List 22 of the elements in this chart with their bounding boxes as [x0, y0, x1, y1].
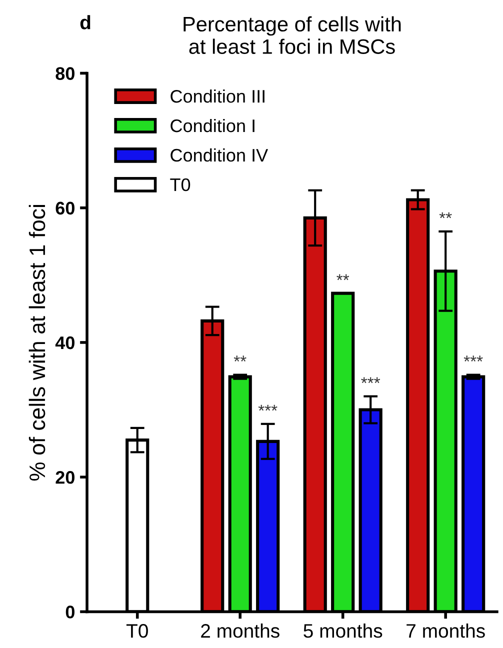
legend-label: Condition IV [170, 148, 268, 162]
legend-label: T0 [170, 178, 190, 192]
x-tick-label: 5 months [304, 624, 382, 638]
data-label: *** [361, 377, 380, 384]
y-tick-label: 0 [66, 606, 74, 618]
y-tick-label: 20 [56, 471, 74, 484]
y-tick-label: 80 [56, 67, 74, 80]
legend-label: Condition I [170, 118, 254, 132]
text: d [80, 15, 90, 30]
data-label: ** [234, 356, 246, 362]
y-tick-label: 40 [55, 336, 74, 350]
y-tick-label: 60 [56, 202, 74, 215]
x-tick-label: 7 months [406, 624, 485, 638]
legend-label: Condition III [170, 89, 264, 103]
x-tick-label: 2 months [201, 624, 280, 638]
data-label: ** [439, 212, 452, 218]
x-tick-label: T0 [126, 624, 148, 638]
chart-title: Percentage of cells with at least 1 foci in MSCs [184, 16, 401, 54]
y-axis-title: % of cells with at least 1 foci [28, 205, 46, 481]
data-label: *** [464, 356, 483, 362]
data-label: *** [258, 404, 278, 411]
data-label: ** [336, 274, 350, 280]
